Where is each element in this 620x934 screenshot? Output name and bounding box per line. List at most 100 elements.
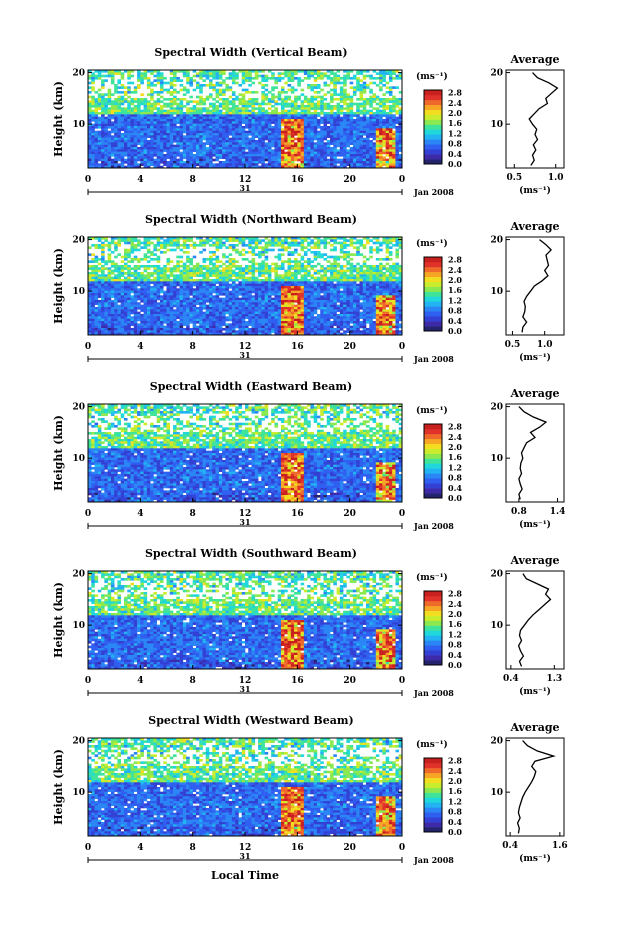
heatmap-cell [124,133,128,136]
heatmap-cell [376,124,380,127]
heatmap-cell [307,291,311,294]
heatmap-cell [307,135,311,138]
heatmap-cell [157,112,161,115]
heatmap-cell [229,291,233,294]
heatmap-cell [114,149,118,152]
heatmap-cell [379,121,383,124]
heatmap-cell [343,152,347,155]
heatmap-cell [150,145,154,148]
heatmap-cell [301,263,305,266]
panel-title: Spectral Width (Vertical Beam) [154,46,347,59]
heatmap-cell [386,112,390,115]
heatmap-cell [265,84,269,87]
heatmap-cell [389,291,393,294]
heatmap-cell [356,272,360,275]
heatmap-cell [255,288,259,291]
heatmap-cell [134,246,138,249]
heatmap-cell [91,149,95,152]
heatmap-cell [186,239,190,242]
heatmap-cell [183,72,187,75]
heatmap-cell [369,145,373,148]
heatmap-cell [137,119,141,122]
heatmap-cell [219,244,223,247]
heatmap-cell [294,126,298,129]
heatmap-cell [160,279,164,282]
heatmap-cell [252,263,256,266]
heatmap-cell [189,267,193,270]
heatmap-cell [137,84,141,87]
heatmap-cell [167,156,171,159]
heatmap-cell [160,149,164,152]
heatmap-cell [95,270,99,273]
heatmap-cell [284,242,288,245]
heatmap-cell [127,91,131,94]
heatmap-cell [359,279,363,282]
heatmap-cell [117,284,121,287]
heatmap-cell [167,105,171,108]
heatmap-cell [265,126,269,129]
heatmap-cell [333,246,337,249]
heatmap-cell [170,140,174,143]
heatmap-cell [395,251,399,254]
heatmap-cell [268,249,272,252]
heatmap-cell [186,75,190,78]
heatmap-cell [193,281,197,284]
heatmap-cell [167,112,171,115]
heatmap-cell [288,274,292,277]
heatmap-cell [245,258,249,261]
heatmap-cell [225,288,229,291]
heatmap-cell [229,277,233,280]
heatmap-cell [88,142,92,145]
heatmap-cell [104,128,108,131]
heatmap-cell [366,126,370,129]
heatmap-cell [180,260,184,263]
heatmap-cell [209,159,213,162]
heatmap-cell [196,284,200,287]
heatmap-cell [356,98,360,101]
heatmap-cell [95,277,99,280]
heatmap-cell [196,149,200,152]
heatmap-cell [153,277,157,280]
heatmap-cell [340,124,344,127]
heatmap-cell [245,279,249,282]
heatmap-cell [271,281,275,284]
heatmap-cell [212,147,216,150]
heatmap-cell [304,286,308,289]
heatmap-cell [153,246,157,249]
heatmap-cell [186,267,190,270]
heatmap-cell [258,140,262,143]
heatmap-cell [91,156,95,159]
heatmap-cell [376,135,380,138]
heatmap-cell [219,145,223,148]
heatmap-cell [238,138,242,141]
heatmap-cell [134,124,138,127]
heatmap-cell [314,156,318,159]
heatmap-cell [369,103,373,106]
heatmap-cell [376,154,380,157]
heatmap-cell [91,77,95,80]
heatmap-cell [183,286,187,289]
heatmap-cell [310,152,314,155]
heatmap-cell [248,152,252,155]
heatmap-cell [173,119,177,122]
heatmap-cell [245,288,249,291]
heatmap-cell [196,140,200,143]
heatmap-cell [346,103,350,106]
heatmap-cell [386,161,390,164]
heatmap-cell [278,277,282,280]
heatmap-cell [252,249,256,252]
heatmap-cell [310,260,314,263]
heatmap-cell [212,154,216,157]
heatmap-cell [382,242,386,245]
heatmap-cell [386,140,390,143]
heatmap-cell [307,284,311,287]
heatmap-cell [245,161,249,164]
heatmap-cell [366,265,370,268]
heatmap-cell [261,270,265,273]
heatmap-cell [363,117,367,120]
heatmap-cell [134,265,138,268]
heatmap-cell [314,147,318,150]
heatmap-cell [268,242,272,245]
heatmap-cell [320,149,324,152]
heatmap-cell [127,100,131,103]
